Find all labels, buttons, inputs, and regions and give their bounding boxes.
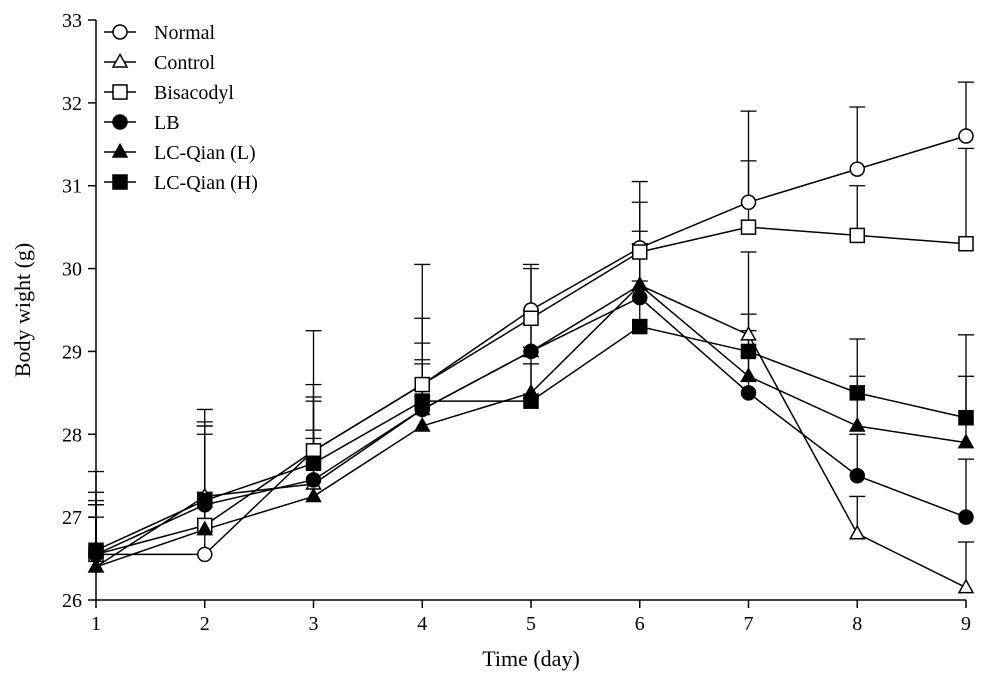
chart-container: 26 27 28 29 30 31 32 33 Body wight (g) 1 2 3 4 5 6 7 8 9 T…: [0, 0, 1000, 684]
marker-square: [633, 320, 647, 334]
marker-circle: [524, 344, 538, 358]
marker-square: [742, 220, 756, 234]
y-tick-label: 26: [62, 590, 82, 612]
legend-label: LB: [154, 112, 180, 134]
marker-square: [198, 494, 212, 508]
marker-square: [524, 394, 538, 408]
chart-bg: [0, 0, 1000, 684]
marker-circle: [633, 291, 647, 305]
y-tick-label: 29: [62, 341, 82, 363]
marker-circle: [959, 129, 973, 143]
marker-circle: [959, 510, 973, 524]
y-tick-label: 32: [62, 93, 82, 115]
marker-square: [850, 386, 864, 400]
marker-circle: [742, 386, 756, 400]
legend-label: LC-Qian (L): [154, 142, 256, 164]
marker-square: [415, 394, 429, 408]
body-weight-chart: 26 27 28 29 30 31 32 33 Body wight (g) 1 2 3 4 5 6 7 8 9 T…: [0, 0, 1000, 684]
legend-label: LC-Qian (H): [154, 172, 258, 194]
marker-circle: [850, 162, 864, 176]
x-tick-label: 9: [961, 613, 971, 635]
x-tick-label: 4: [417, 613, 427, 635]
x-tick-label: 6: [635, 613, 645, 635]
x-tick-label: 3: [309, 613, 319, 635]
marker-square: [415, 378, 429, 392]
marker-circle: [307, 473, 321, 487]
x-tick-label: 1: [91, 613, 101, 635]
marker-square: [113, 175, 127, 189]
marker-square: [524, 311, 538, 325]
marker-circle: [113, 115, 127, 129]
marker-square: [959, 411, 973, 425]
marker-circle: [850, 469, 864, 483]
marker-square: [850, 228, 864, 242]
marker-square: [959, 237, 973, 251]
marker-square: [633, 245, 647, 259]
y-tick-label: 28: [62, 424, 82, 446]
y-tick-label: 33: [62, 10, 82, 32]
x-tick-label: 8: [852, 613, 862, 635]
marker-square: [113, 85, 127, 99]
legend-label: Normal: [154, 22, 216, 44]
marker-circle: [198, 547, 212, 561]
legend-label: Control: [154, 52, 216, 74]
marker-square: [742, 344, 756, 358]
x-tick-label: 2: [200, 613, 210, 635]
x-tick-label: 7: [744, 613, 754, 635]
marker-square: [307, 456, 321, 470]
x-tick-label: 5: [526, 613, 536, 635]
y-tick-label: 27: [62, 507, 82, 529]
y-tick-label: 30: [62, 259, 82, 281]
x-axis-label: Time (day): [482, 646, 580, 671]
marker-circle: [742, 195, 756, 209]
legend-label: Bisacodyl: [154, 82, 234, 104]
y-axis-label: Body wight (g): [10, 243, 35, 377]
y-tick-label: 31: [62, 176, 82, 198]
marker-circle: [113, 25, 127, 39]
marker-square: [89, 543, 103, 557]
